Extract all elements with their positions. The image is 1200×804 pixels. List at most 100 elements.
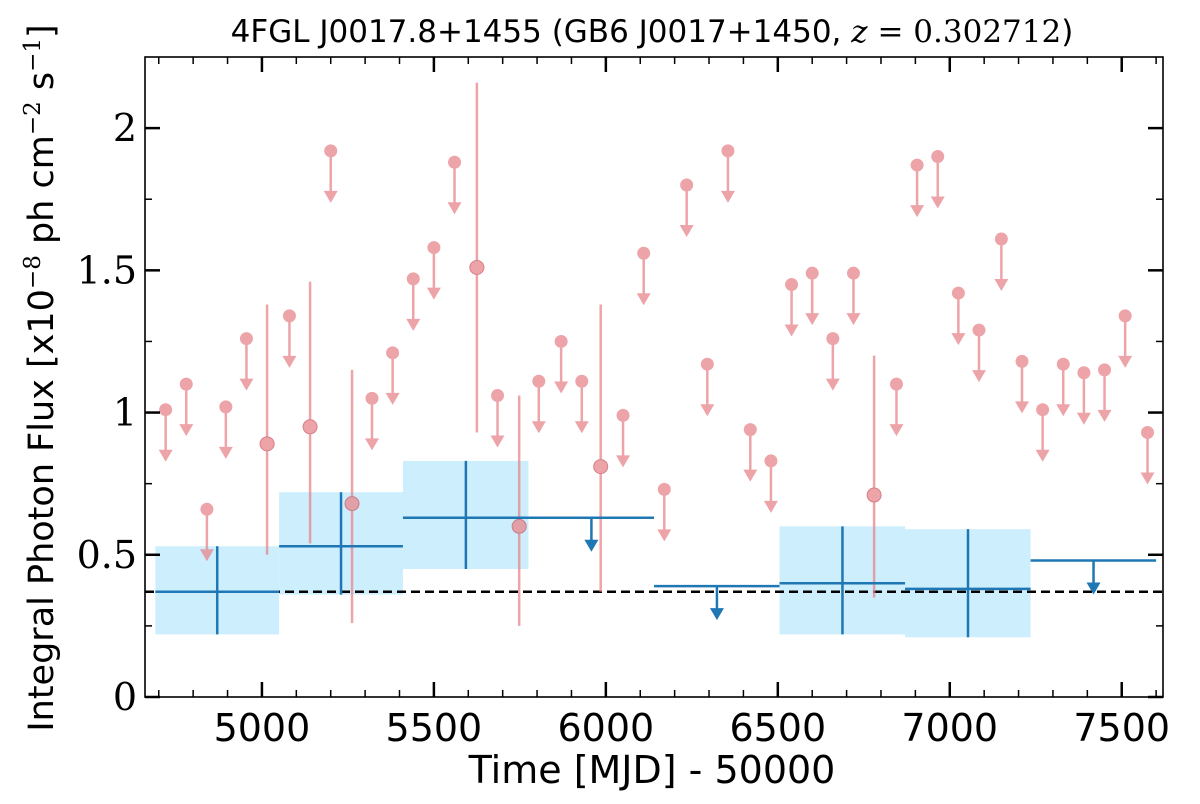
- detection-marker: [259, 436, 275, 452]
- upper-limit-marker: [406, 272, 420, 286]
- upper-limit-arrowhead: [1076, 412, 1091, 425]
- fine-bin-upper-limit: [364, 391, 379, 451]
- upper-limit-arrowhead: [930, 196, 945, 209]
- fine-bin-upper-limit: [323, 144, 338, 203]
- x-axis-label: Time [MJD] - 50000: [468, 748, 836, 792]
- fine-bin-upper-limit: [1014, 354, 1029, 414]
- x-tick-label: 6000: [557, 706, 654, 750]
- fine-bin-upper-limit: [657, 482, 672, 542]
- upper-limit-marker: [282, 309, 296, 323]
- upper-limit-marker: [846, 266, 860, 280]
- title-suffix: ): [1061, 14, 1073, 50]
- detection-marker: [511, 518, 527, 534]
- fine-bin-upper-limit: [679, 178, 694, 237]
- upper-limit-arrowhead: [406, 318, 421, 331]
- upper-limit-marker: [616, 408, 630, 422]
- coarse-bin-upper-limit: [654, 584, 780, 621]
- x-tick-label: 7500: [1073, 706, 1170, 750]
- upper-limit-marker: [427, 241, 441, 255]
- upper-limit-marker: [554, 334, 568, 348]
- plot-axes: 5000 5500 6000 6500 7000 7500 0 0.5 1 1.5 2: [77, 56, 1170, 750]
- upper-limit-arrowhead: [700, 404, 715, 417]
- upper-limit-marker: [1141, 425, 1155, 439]
- upper-limit-arrowhead: [199, 549, 214, 562]
- upper-limit-marker: [1118, 309, 1132, 323]
- fine-bin-upper-limit: [1118, 309, 1133, 368]
- upper-limit-arrowhead: [763, 500, 778, 513]
- fine-bin-upper-limit: [743, 423, 758, 482]
- upper-limit-marker: [721, 144, 735, 158]
- fine-bin-upper-limit: [1035, 403, 1050, 462]
- upper-limit-marker: [1098, 363, 1112, 377]
- upper-limit-arrowhead: [636, 293, 651, 306]
- upper-limit-arrowhead: [364, 438, 379, 451]
- upper-limit-arrowhead: [1097, 409, 1112, 422]
- y-tick-label: 1: [113, 391, 137, 435]
- y-tick-label: 0: [113, 675, 137, 719]
- upper-limit-marker: [972, 323, 986, 337]
- upper-limit-arrowhead: [1014, 401, 1029, 414]
- upper-limit-arrowhead: [179, 424, 194, 437]
- upper-limit-arrowhead: [889, 424, 904, 437]
- upper-limit-arrowhead: [972, 370, 987, 383]
- fine-bin-upper-limit: [1076, 366, 1091, 425]
- coarse-bin-detection: [155, 546, 280, 635]
- fine-bin-upper-limit: [385, 346, 400, 405]
- fine-bin-upper-limit: [406, 272, 421, 331]
- upper-limit-arrowhead: [846, 313, 861, 326]
- upper-limit-arrowhead: [784, 324, 799, 337]
- upper-limit-marker: [491, 388, 505, 402]
- upper-limit-marker: [931, 150, 945, 164]
- upper-limit-marker: [532, 374, 546, 388]
- fine-bin-detection: [511, 395, 527, 626]
- upper-limit-arrowhead: [385, 392, 400, 405]
- coarse-bin-upper-limit: [528, 516, 654, 552]
- upper-limit-arrowhead: [994, 279, 1009, 292]
- fine-bin-upper-limit: [426, 241, 441, 300]
- fine-bin-upper-limit: [763, 454, 778, 513]
- fine-bin-upper-limit: [490, 388, 505, 448]
- fine-bin-points: [158, 82, 1155, 626]
- upper-limit-arrowhead: [1118, 355, 1133, 368]
- upper-limit-marker: [657, 482, 671, 496]
- upper-limit-marker: [700, 357, 714, 371]
- upper-limit-arrowhead: [805, 313, 820, 326]
- upper-limit-marker: [159, 403, 173, 417]
- fine-bin-upper-limit: [700, 357, 715, 417]
- upper-limit-marker: [365, 391, 379, 405]
- fine-bin-upper-limit: [636, 246, 651, 306]
- y-label-mid-2: s: [22, 72, 62, 101]
- title-z-symbol: z: [850, 14, 868, 50]
- fine-bin-upper-limit: [846, 266, 861, 326]
- plot-frame: [144, 56, 1164, 698]
- fine-bin-upper-limit: [199, 502, 214, 562]
- upper-limit-arrowhead: [1035, 449, 1050, 462]
- coarse-limit-arrowhead: [1086, 582, 1101, 595]
- coarse-limit-arrowhead: [709, 608, 724, 621]
- chart-title: 4FGL J0017.8+1455 (GB6 J0017+1450, z = 0…: [231, 14, 1074, 50]
- fine-bin-detection: [593, 304, 609, 592]
- fine-bin-upper-limit: [720, 144, 735, 203]
- y-label-exp-2: −2: [20, 101, 46, 135]
- upper-limit-arrowhead: [910, 205, 925, 218]
- fine-bin-upper-limit: [574, 374, 589, 434]
- upper-limit-arrowhead: [825, 378, 840, 391]
- upper-limit-arrowhead: [323, 190, 338, 203]
- upper-limit-arrowhead: [158, 449, 173, 462]
- fine-bin-upper-limit: [1097, 363, 1112, 422]
- upper-limit-arrowhead: [616, 455, 631, 468]
- upper-limit-arrowhead: [218, 446, 233, 459]
- upper-limit-arrowhead: [574, 421, 589, 434]
- fine-bin-upper-limit: [239, 332, 254, 391]
- y-tick-label: 0.5: [77, 533, 137, 577]
- detection-marker: [866, 487, 882, 503]
- title-z-value: = 0.302712: [868, 14, 1062, 50]
- upper-limit-marker: [1015, 354, 1029, 368]
- coarse-bin-detection: [905, 529, 1031, 638]
- upper-limit-marker: [324, 144, 338, 158]
- coarse-bin-points: [155, 460, 1157, 638]
- fine-bin-upper-limit: [218, 400, 233, 459]
- upper-limit-arrowhead: [679, 225, 694, 237]
- x-tick-label: 7000: [901, 706, 998, 750]
